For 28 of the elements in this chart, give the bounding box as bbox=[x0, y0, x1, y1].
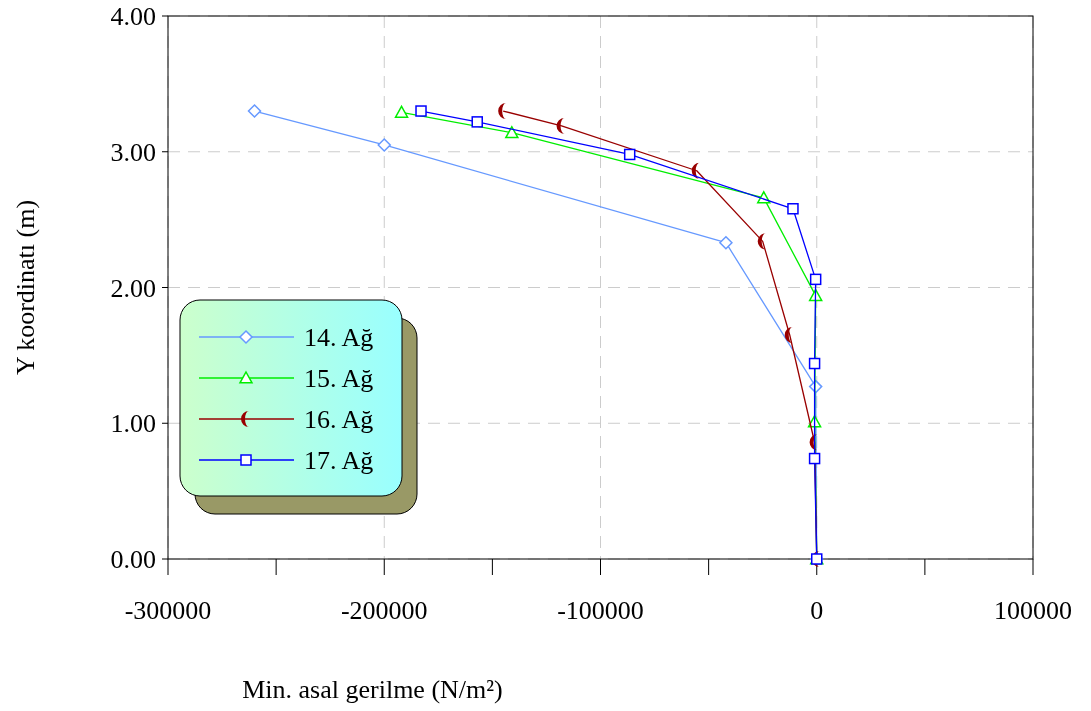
point bbox=[377, 138, 391, 152]
y-tick-label: 4.00 bbox=[110, 2, 156, 31]
point bbox=[808, 357, 821, 370]
point bbox=[394, 105, 409, 118]
legend-label: 15. Ağ bbox=[304, 364, 374, 393]
x-tick-label: -300000 bbox=[124, 596, 212, 625]
y-tick-label: 1.00 bbox=[110, 409, 156, 439]
y-tick-label: 3.00 bbox=[110, 137, 156, 167]
point bbox=[623, 148, 636, 161]
y-tick-label: 2.00 bbox=[110, 273, 156, 303]
legend-label: 17. Ağ bbox=[304, 446, 374, 475]
y-axis-title: Y koordinatı (m) bbox=[11, 199, 40, 376]
point bbox=[808, 452, 821, 465]
x-tick-label: 100000 bbox=[994, 596, 1072, 625]
point bbox=[415, 105, 427, 117]
y-tick-label: 0.00 bbox=[110, 545, 156, 574]
legend-label: 16. Ağ bbox=[304, 405, 374, 434]
x-tick-label: -100000 bbox=[557, 596, 644, 625]
point bbox=[809, 273, 822, 286]
point bbox=[247, 104, 262, 118]
point bbox=[505, 125, 519, 139]
legend-label: 14. Ağ bbox=[304, 323, 374, 352]
x-tick-label: -200000 bbox=[340, 596, 428, 625]
point bbox=[471, 116, 483, 128]
point bbox=[719, 235, 733, 250]
x-axis-title: Min. asal gerilme (N/m²) bbox=[242, 675, 503, 704]
x-tick-label: 0 bbox=[810, 596, 824, 625]
point bbox=[787, 203, 799, 215]
